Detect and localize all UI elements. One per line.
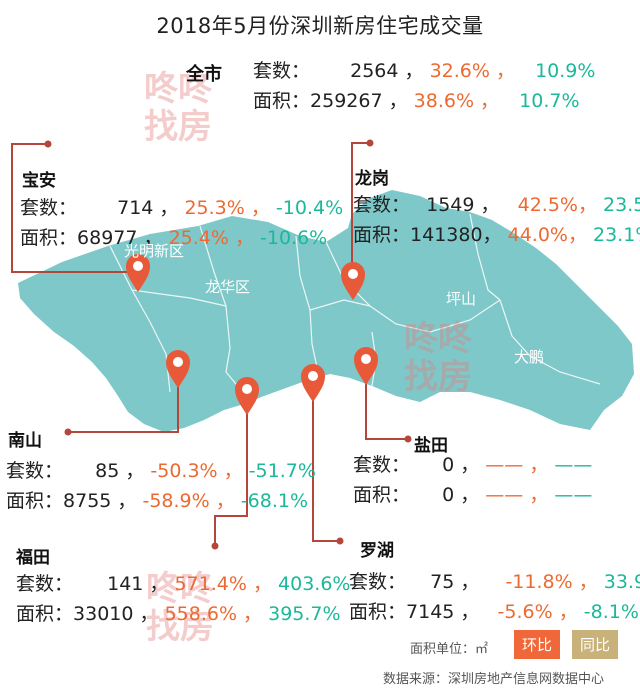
region-name-futian: 福田 bbox=[16, 548, 50, 568]
leader-futian bbox=[214, 405, 248, 546]
map-label-pingshan: 坪山 bbox=[446, 290, 477, 308]
city-name: 全市 bbox=[186, 64, 222, 85]
futian-area-row: 面积：33010 ， 558.6% ， 395.7% bbox=[16, 603, 341, 625]
leader-nanshan bbox=[68, 378, 179, 433]
leader-endpoints bbox=[44, 139, 412, 550]
pin-nanshan-icon bbox=[166, 350, 190, 388]
region-name-nanshan: 南山 bbox=[8, 431, 42, 451]
baoan-units-row: 套数： 714 ， 25.3% ， -10.4% bbox=[20, 197, 344, 219]
yoy-legend-badge: 同比 bbox=[572, 630, 619, 659]
leader-longgang bbox=[351, 142, 370, 278]
luohu-units-row: 套数： 75 ， -11.8% ， 33.9% bbox=[349, 571, 640, 593]
leader-luohu bbox=[312, 392, 340, 542]
region-name-baoan: 宝安 bbox=[22, 171, 56, 191]
watermark: 咚咚 找房 bbox=[404, 319, 472, 397]
nanshan-area-row: 面积：8755 ， -58.9% ， -68.1% bbox=[6, 490, 308, 512]
region-name-yantian: 盐田 bbox=[414, 436, 448, 456]
futian-units-row: 套数： 141 ， 571.4% ， 403.6% bbox=[16, 573, 351, 595]
page-title: 2018年5月份深圳新房住宅成交量 bbox=[156, 14, 484, 38]
luohu-area-row: 面积：7145 ， -5.6% ， -8.1% bbox=[349, 601, 639, 623]
pin-baoan-icon bbox=[126, 254, 150, 292]
leader-yantian bbox=[365, 373, 408, 440]
region-name-longgang: 龙岗 bbox=[355, 169, 389, 189]
longgang-units-row: 套数： 1549 ， 42.5%， 23.5% bbox=[353, 194, 640, 216]
city-units-row: 套数： 2564 ， 32.6% ， 10.9% bbox=[253, 60, 596, 82]
pin-yantian-icon bbox=[354, 347, 378, 385]
pin-luohu-icon bbox=[301, 364, 325, 402]
nanshan-units-row: 套数： 85 ， -50.3% ， -51.7% bbox=[6, 460, 316, 482]
map-label-guangming: 光明新区 bbox=[124, 242, 185, 260]
area-unit-label: 面积单位：㎡ bbox=[410, 642, 489, 657]
mom-legend-badge: 环比 bbox=[514, 630, 561, 659]
data-source: 数据来源：深圳房地产信息网数据中心 bbox=[383, 672, 605, 687]
map-label-dapeng: 大鹏 bbox=[514, 348, 545, 366]
yantian-units-row: 套数： 0 ， —— ， —— bbox=[353, 454, 593, 476]
baoan-area-row: 面积：68977 ， 25.4% ， -10.6% bbox=[20, 227, 328, 249]
city-area-row: 面积：259267 ， 38.6% ， 10.7% bbox=[253, 90, 580, 112]
watermark: 咚咚 找房 bbox=[144, 69, 212, 147]
region-name-luohu: 罗湖 bbox=[360, 541, 394, 561]
yantian-area-row: 面积： 0 ， —— ， —— bbox=[353, 484, 593, 506]
leader-baoan bbox=[11, 143, 138, 273]
map-label-longhua: 龙华区 bbox=[205, 278, 251, 296]
leader-lines bbox=[11, 142, 408, 546]
pin-longgang-icon bbox=[341, 262, 365, 300]
watermark: 咚咚 找房 bbox=[146, 569, 214, 647]
longgang-area-row: 面积：141380， 44.0%， 23.1% bbox=[353, 224, 640, 246]
pin-futian-icon bbox=[235, 377, 259, 415]
